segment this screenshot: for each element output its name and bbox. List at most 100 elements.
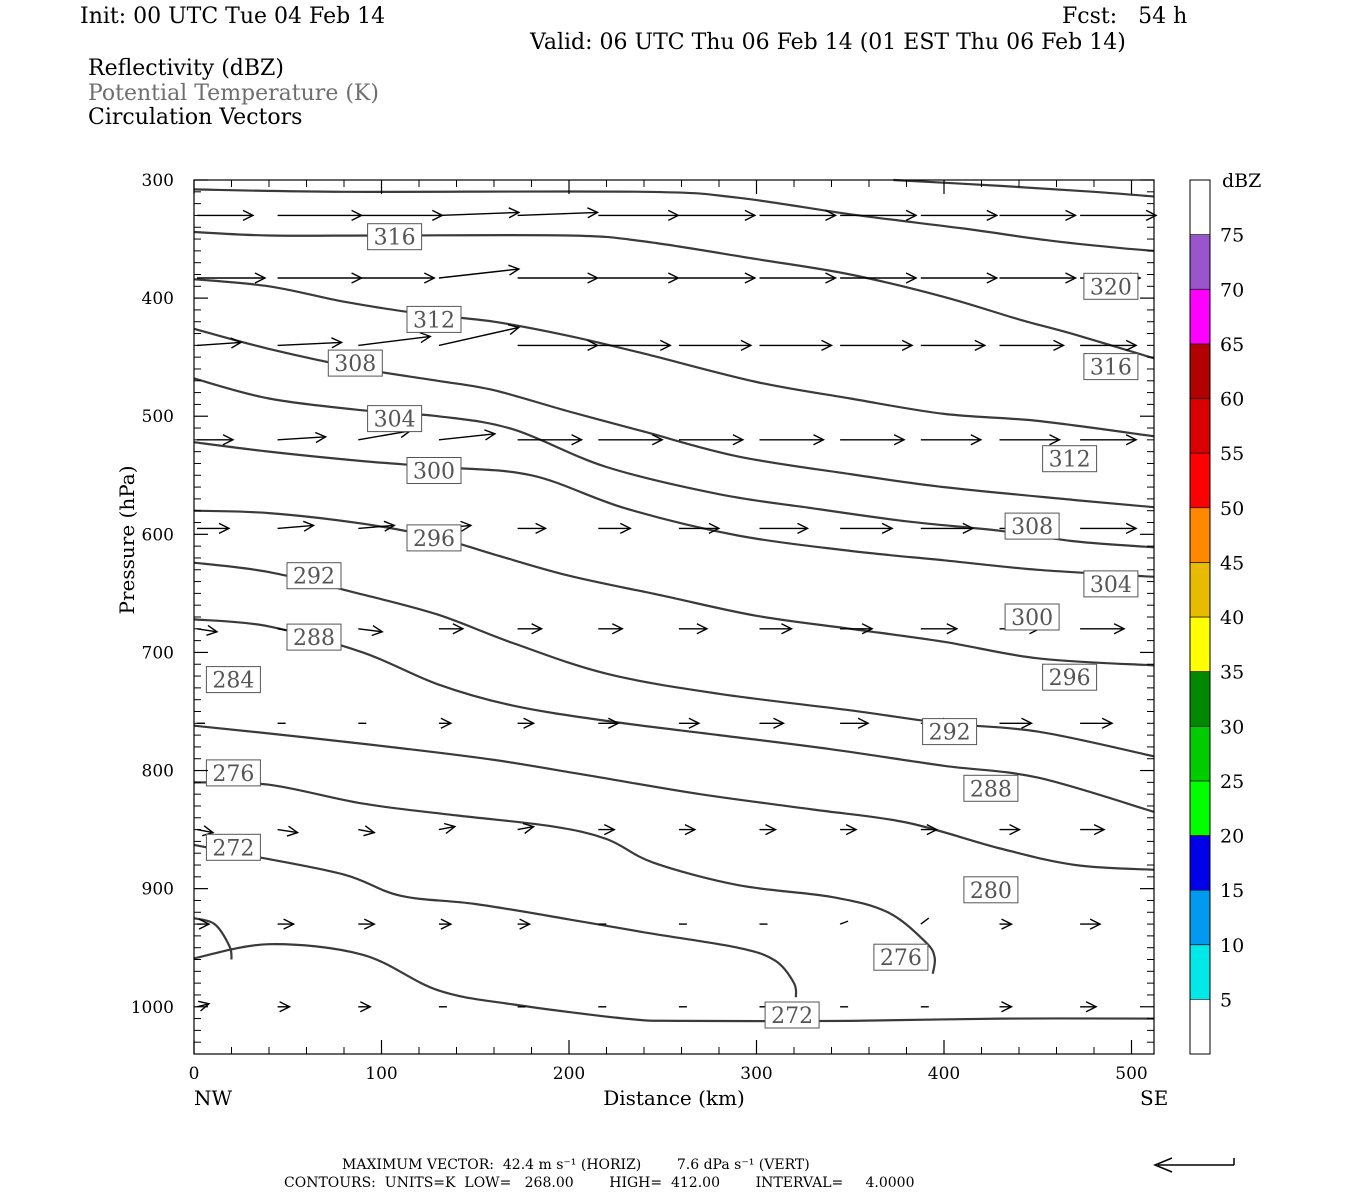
colorbar-tick-label: 75 [1220,225,1244,247]
circulation-vector [840,434,906,446]
circulation-vector [438,623,465,635]
y-tick-label: 500 [142,407,174,427]
circulation-vector [277,337,344,349]
contour-label-box [1004,512,1060,540]
vector-head [1053,339,1066,352]
field-circulation-vectors: Circulation Vectors [88,105,303,130]
contour-label-box [963,876,1019,904]
circulation-vector [277,520,316,532]
vector-head [302,520,316,532]
vector-head [507,324,521,335]
vector-shaft [277,436,326,441]
circulation-vector [358,825,376,837]
circulation-vector [840,272,918,284]
contour-label-text: 316 [374,226,416,251]
circulation-vector [1080,522,1138,535]
y-tick-label: 1000 [131,998,174,1018]
contour-label-box [406,457,462,484]
contour-label-text: 312 [413,308,455,333]
contour-label-288: 288 [963,774,1019,802]
contour-label-text: 316 [1090,356,1132,381]
vector-shaft [277,524,314,530]
contour-label-320: 320 [1083,272,1139,300]
circulation-vector [839,920,849,925]
circulation-vector [197,434,235,446]
x-tick-label: 400 [928,1064,960,1084]
vector-head [1125,522,1138,535]
vector-shaft [438,433,495,441]
vector-head [881,522,894,535]
vector-head [419,331,432,344]
circulation-vector [1080,918,1102,930]
circulation-vector [438,717,453,729]
contour-label-box [205,759,261,787]
circulation-vector [840,522,894,535]
vector-head [279,1001,292,1013]
vector-head [797,522,810,535]
contour-line-288-8 [193,561,1155,758]
vector-head [440,918,453,930]
axes-layer: 300 400 500 600 700 800 900 1000 0 100 200 300 400 50… [131,171,1154,1084]
vector-head [986,272,999,284]
vector-head [765,823,778,836]
contour-label-text: 288 [293,626,335,651]
contour-label-box [406,524,462,552]
contour-label-box [1042,445,1098,473]
contour-label-272: 272 [764,1001,820,1029]
colorbar-tick-label: 25 [1220,771,1244,793]
circulation-vector [277,431,328,444]
circulation-vector [358,272,436,284]
contour-label-text: 296 [413,527,455,552]
circulation-vector [840,823,858,836]
vector-head [1065,209,1078,222]
x-tick-label: 500 [1115,1064,1147,1084]
vector-head [744,209,757,222]
vector-head [1021,717,1034,729]
circulation-vector [759,272,838,284]
circulation-vector [759,209,838,222]
vector-head [619,522,632,535]
circulation-vector [277,209,364,222]
contour-label-text: 312 [1049,448,1091,473]
circulation-vector [1080,339,1138,352]
circulation-vector [438,207,521,219]
circulation-vector [999,1001,1014,1013]
vector-shaft [358,628,383,633]
contour-line-segment-14 [193,917,233,960]
colorbar-tick-label: 35 [1220,662,1244,684]
colorbar-bin [1189,944,1211,1000]
colorbar-tick-label: 65 [1220,334,1244,356]
circulation-vector [517,522,548,535]
colorbar-bin [1189,507,1211,563]
contour-label-text: 276 [212,762,254,787]
vector-head [970,434,983,446]
circulation-vector [358,918,376,930]
vector-head [1089,918,1102,930]
contour-label-296: 296 [1042,663,1098,691]
circulation-vector [840,623,874,635]
colorbar-bin [1189,343,1211,399]
circulation-vector [999,434,1062,446]
contour-label-text: 296 [1049,666,1091,691]
vector-head [440,717,453,729]
circulation-vector [759,717,786,729]
y-tick-label: 400 [142,289,174,309]
circulation-vector [196,825,215,837]
circulation-vector [920,522,975,535]
vector-head [286,825,300,837]
circulation-vector [999,272,1078,284]
vector-head [861,623,874,635]
vector-head [315,431,328,444]
vector-head [905,272,918,284]
vector-head [603,823,616,836]
circulation-vector [1080,434,1138,446]
circulation-vector [678,522,721,535]
vector-head [587,339,600,352]
contour-label-text: 304 [1090,573,1132,598]
circulation-vector [678,717,701,729]
circulation-vector [197,522,231,535]
vector-head [1001,1001,1014,1013]
contour-label-text: 284 [212,669,254,694]
vector-head [611,623,624,635]
